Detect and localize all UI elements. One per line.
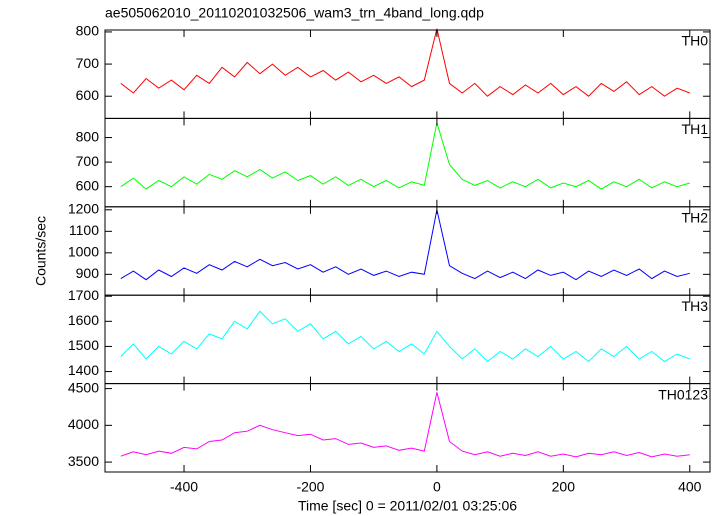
y-axis-label: Counts/sec	[33, 216, 49, 286]
x-tick-label: -400	[170, 479, 198, 495]
y-tick-label: 1100	[69, 222, 99, 238]
y-tick-label: 3500	[68, 453, 99, 469]
series-label: TH2	[682, 210, 709, 226]
data-line	[120, 209, 690, 281]
x-tick-label: 400	[678, 479, 702, 495]
y-tick-label: 600	[76, 177, 100, 193]
x-axis-label: Time [sec] 0 = 2011/02/01 03:25:06	[298, 498, 517, 514]
y-tick-label: 1200	[68, 201, 99, 217]
y-tick-label: 800	[76, 23, 100, 39]
chart-title: ae505062010_20110201032506_wam3_trn_4ban…	[105, 5, 484, 21]
panel-frame	[104, 117, 711, 208]
panel-frame	[104, 383, 711, 473]
y-tick-label: 4500	[68, 379, 99, 395]
panel-frame	[104, 29, 711, 119]
series-label: TH3	[682, 298, 709, 314]
series-label: TH0	[682, 33, 709, 49]
y-tick-label: 600	[76, 87, 100, 103]
y-tick-label: 1700	[68, 287, 99, 303]
y-tick-label: 700	[76, 55, 100, 71]
data-line	[120, 28, 690, 97]
series-label: TH1	[682, 121, 709, 137]
x-tick-label: -200	[296, 479, 324, 495]
data-line	[120, 122, 690, 190]
y-tick-label: 900	[76, 265, 100, 281]
x-tick-label: 200	[552, 479, 576, 495]
y-tick-label: 1400	[68, 362, 99, 378]
x-tick-label: 0	[433, 479, 441, 495]
y-tick-label: 1600	[68, 312, 99, 328]
y-tick-label: 700	[76, 153, 100, 169]
data-line	[120, 310, 690, 363]
panel-frame	[104, 206, 711, 296]
y-tick-label: 800	[76, 128, 100, 144]
data-line	[120, 392, 690, 458]
y-tick-label: 1500	[68, 337, 99, 353]
panel-frame	[104, 294, 711, 385]
y-tick-label: 1000	[68, 244, 99, 260]
series-label: TH0123	[658, 386, 708, 402]
y-tick-label: 4000	[68, 416, 99, 432]
